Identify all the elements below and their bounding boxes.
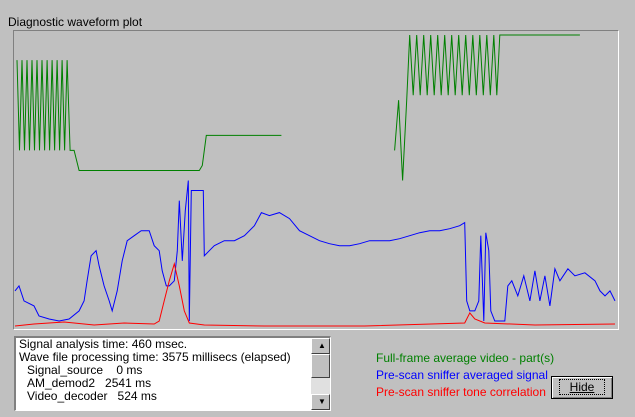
- scroll-down[interactable]: ▼: [311, 394, 330, 410]
- log-line: Signal analysis time: 460 msec.: [19, 337, 188, 351]
- plot-frame: [13, 30, 619, 330]
- waveform: [14, 261, 616, 327]
- plot-title: Diagnostic waveform plot: [8, 15, 143, 29]
- scroll-thumb[interactable]: [311, 354, 330, 378]
- log-line: AM_demod2 2541 ms: [27, 376, 152, 390]
- legend: Full-frame average video - part(s) Pre-sc…: [376, 350, 554, 401]
- legend-entry: Full-frame average video - part(s): [376, 351, 555, 365]
- log-line: Video_decoder 524 ms: [27, 389, 157, 403]
- button-label: Hide: [558, 379, 606, 395]
- log-line: Wave file processing time: 3575 millisec…: [19, 350, 291, 364]
- legend-entry: Pre-scan sniffer tone correlation: [376, 385, 546, 399]
- hide-button[interactable]: Hide: [551, 376, 613, 399]
- waveform: [14, 180, 616, 322]
- scrollbar[interactable]: ▲ ▼: [311, 338, 330, 410]
- log-line: Signal_source 0 ms: [27, 363, 143, 377]
- scroll-up[interactable]: ▲: [311, 338, 330, 354]
- waveform: [16, 34, 580, 181]
- plot: [14, 34, 616, 327]
- log-box: Signal analysis time: 460 msec. Wave fil…: [14, 336, 331, 411]
- legend-entry: Pre-scan sniffer averaged signal: [376, 368, 548, 382]
